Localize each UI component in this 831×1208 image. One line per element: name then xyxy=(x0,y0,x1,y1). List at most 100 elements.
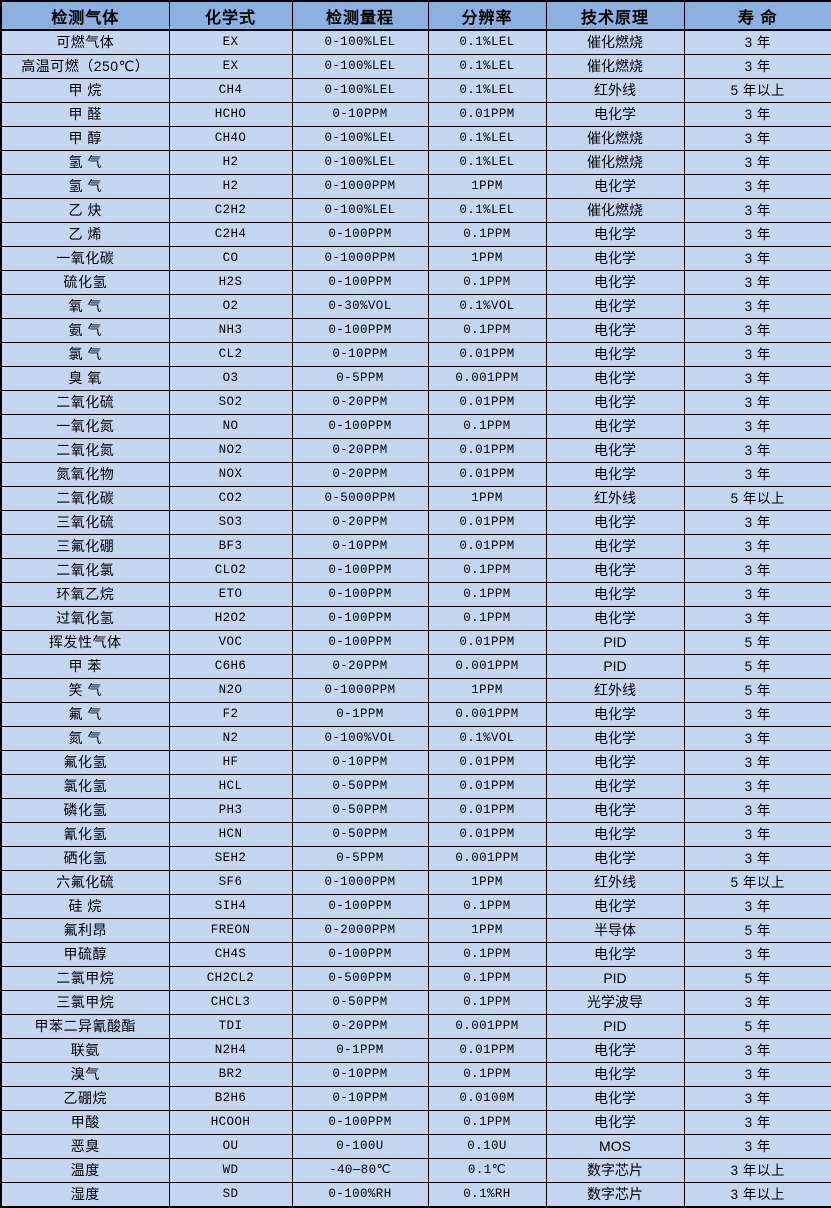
cell-formula: C6H6 xyxy=(168,654,293,679)
cell-life: 3 年 xyxy=(683,54,831,79)
cell-formula: HCOOH xyxy=(168,1110,293,1135)
cell-formula: OU xyxy=(168,1134,293,1159)
cell-tech: 电化学 xyxy=(545,558,685,583)
cell-gas: 硅 烷 xyxy=(0,894,170,919)
column-header-formula: 化学式 xyxy=(168,0,293,31)
cell-formula: NO xyxy=(168,414,293,439)
cell-gas: 甲 醛 xyxy=(0,102,170,127)
cell-gas: 可燃气体 xyxy=(0,29,170,55)
cell-formula: ETO xyxy=(168,582,293,607)
cell-gas: 乙 炔 xyxy=(0,198,170,223)
cell-res: 0.1PPM xyxy=(427,318,547,343)
cell-life: 3 年 xyxy=(683,150,831,175)
cell-res: 0.1%LEL xyxy=(427,150,547,175)
cell-gas: 六氟化硫 xyxy=(0,870,170,895)
cell-tech: 电化学 xyxy=(545,774,685,799)
table-row: 二氧化碳 CO2 0-5000PPM 1PPM 红外线 5 年以上 xyxy=(0,486,831,511)
cell-range: 0-20PPM xyxy=(291,438,429,463)
cell-gas: 氟化氢 xyxy=(0,750,170,775)
cell-range: 0-100%LEL xyxy=(291,54,429,79)
cell-res: 0.01PPM xyxy=(427,438,547,463)
cell-life: 3 年以上 xyxy=(683,1182,831,1208)
cell-tech: 半导体 xyxy=(545,918,685,943)
cell-range: 0-20PPM xyxy=(291,654,429,679)
table-row: 乙 炔 C2H2 0-100%LEL 0.1%LEL 催化燃烧 3 年 xyxy=(0,198,831,223)
cell-life: 5 年 xyxy=(683,966,831,991)
cell-gas: 甲酸 xyxy=(0,1110,170,1135)
cell-formula: NOX xyxy=(168,462,293,487)
cell-life: 3 年 xyxy=(683,270,831,295)
cell-res: 0.1PPM xyxy=(427,1110,547,1135)
cell-res: 0.001PPM xyxy=(427,702,547,727)
table-row: 氯 气 CL2 0-10PPM 0.01PPM 电化学 3 年 xyxy=(0,342,831,367)
cell-formula: CO2 xyxy=(168,486,293,511)
cell-formula: SD xyxy=(168,1182,293,1208)
cell-range: 0-1000PPM xyxy=(291,678,429,703)
cell-range: 0-5PPM xyxy=(291,366,429,391)
cell-res: 0.0100M xyxy=(427,1086,547,1111)
cell-range: 0-2000PPM xyxy=(291,918,429,943)
cell-life: 3 年 xyxy=(683,29,831,55)
table-row: 一氧化氮 NO 0-100PPM 0.1PPM 电化学 3 年 xyxy=(0,414,831,439)
cell-formula: H2S xyxy=(168,270,293,295)
cell-res: 0.01PPM xyxy=(427,774,547,799)
cell-tech: 红外线 xyxy=(545,486,685,511)
cell-res: 0.1%VOL xyxy=(427,294,547,319)
cell-res: 0.01PPM xyxy=(427,1038,547,1063)
cell-gas: 氧 气 xyxy=(0,294,170,319)
cell-range: 0-50PPM xyxy=(291,990,429,1015)
cell-res: 0.001PPM xyxy=(427,654,547,679)
cell-life: 3 年 xyxy=(683,126,831,151)
cell-life: 3 年 xyxy=(683,942,831,967)
table-row: 高温可燃（250℃） EX 0-100%LEL 0.1%LEL 催化燃烧 3 年 xyxy=(0,54,831,79)
column-header-range: 检测量程 xyxy=(291,0,429,31)
cell-range: 0-1000PPM xyxy=(291,174,429,199)
cell-formula: HF xyxy=(168,750,293,775)
cell-formula: H2 xyxy=(168,174,293,199)
table-row: 三氧化硫 SO3 0-20PPM 0.01PPM 电化学 3 年 xyxy=(0,510,831,535)
cell-res: 0.1PPM xyxy=(427,582,547,607)
cell-gas: 二氧化氮 xyxy=(0,438,170,463)
cell-tech: 电化学 xyxy=(545,318,685,343)
cell-formula: SO2 xyxy=(168,390,293,415)
cell-life: 5 年 xyxy=(683,630,831,655)
column-header-technology: 技术原理 xyxy=(545,0,685,31)
cell-tech: 电化学 xyxy=(545,702,685,727)
cell-formula: B2H6 xyxy=(168,1086,293,1111)
cell-range: 0-100%LEL xyxy=(291,198,429,223)
cell-res: 0.01PPM xyxy=(427,630,547,655)
header-row: 检测气体 化学式 检测量程 分辨率 技术原理 寿 命 xyxy=(0,0,831,31)
cell-life: 3 年 xyxy=(683,558,831,583)
cell-res: 0.1%LEL xyxy=(427,78,547,103)
table-row: 联氨 N2H4 0-1PPM 0.01PPM 电化学 3 年 xyxy=(0,1038,831,1063)
cell-res: 0.1℃ xyxy=(427,1158,547,1183)
cell-res: 0.1PPM xyxy=(427,894,547,919)
cell-res: 0.1PPM xyxy=(427,966,547,991)
cell-life: 3 年 xyxy=(683,366,831,391)
table-row: 氯化氢 HCL 0-50PPM 0.01PPM 电化学 3 年 xyxy=(0,774,831,799)
cell-formula: H2O2 xyxy=(168,606,293,631)
cell-tech: 电化学 xyxy=(545,462,685,487)
cell-res: 0.1%VOL xyxy=(427,726,547,751)
cell-formula: F2 xyxy=(168,702,293,727)
cell-tech: 数字芯片 xyxy=(545,1182,685,1208)
cell-gas: 笑 气 xyxy=(0,678,170,703)
table-row: 一氧化碳 CO 0-1000PPM 1PPM 电化学 3 年 xyxy=(0,246,831,271)
cell-range: 0-100%RH xyxy=(291,1182,429,1208)
cell-life: 3 年 xyxy=(683,606,831,631)
cell-life: 3 年 xyxy=(683,1086,831,1111)
table-row: 二氧化硫 SO2 0-20PPM 0.01PPM 电化学 3 年 xyxy=(0,390,831,415)
cell-formula: CH4O xyxy=(168,126,293,151)
cell-range: 0-30%VOL xyxy=(291,294,429,319)
cell-formula: EX xyxy=(168,54,293,79)
cell-formula: NH3 xyxy=(168,318,293,343)
cell-formula: HCL xyxy=(168,774,293,799)
cell-formula: SIH4 xyxy=(168,894,293,919)
cell-tech: 电化学 xyxy=(545,726,685,751)
cell-formula: N2 xyxy=(168,726,293,751)
cell-tech: 电化学 xyxy=(545,414,685,439)
cell-gas: 二氧化硫 xyxy=(0,390,170,415)
cell-formula: SF6 xyxy=(168,870,293,895)
cell-tech: 红外线 xyxy=(545,678,685,703)
